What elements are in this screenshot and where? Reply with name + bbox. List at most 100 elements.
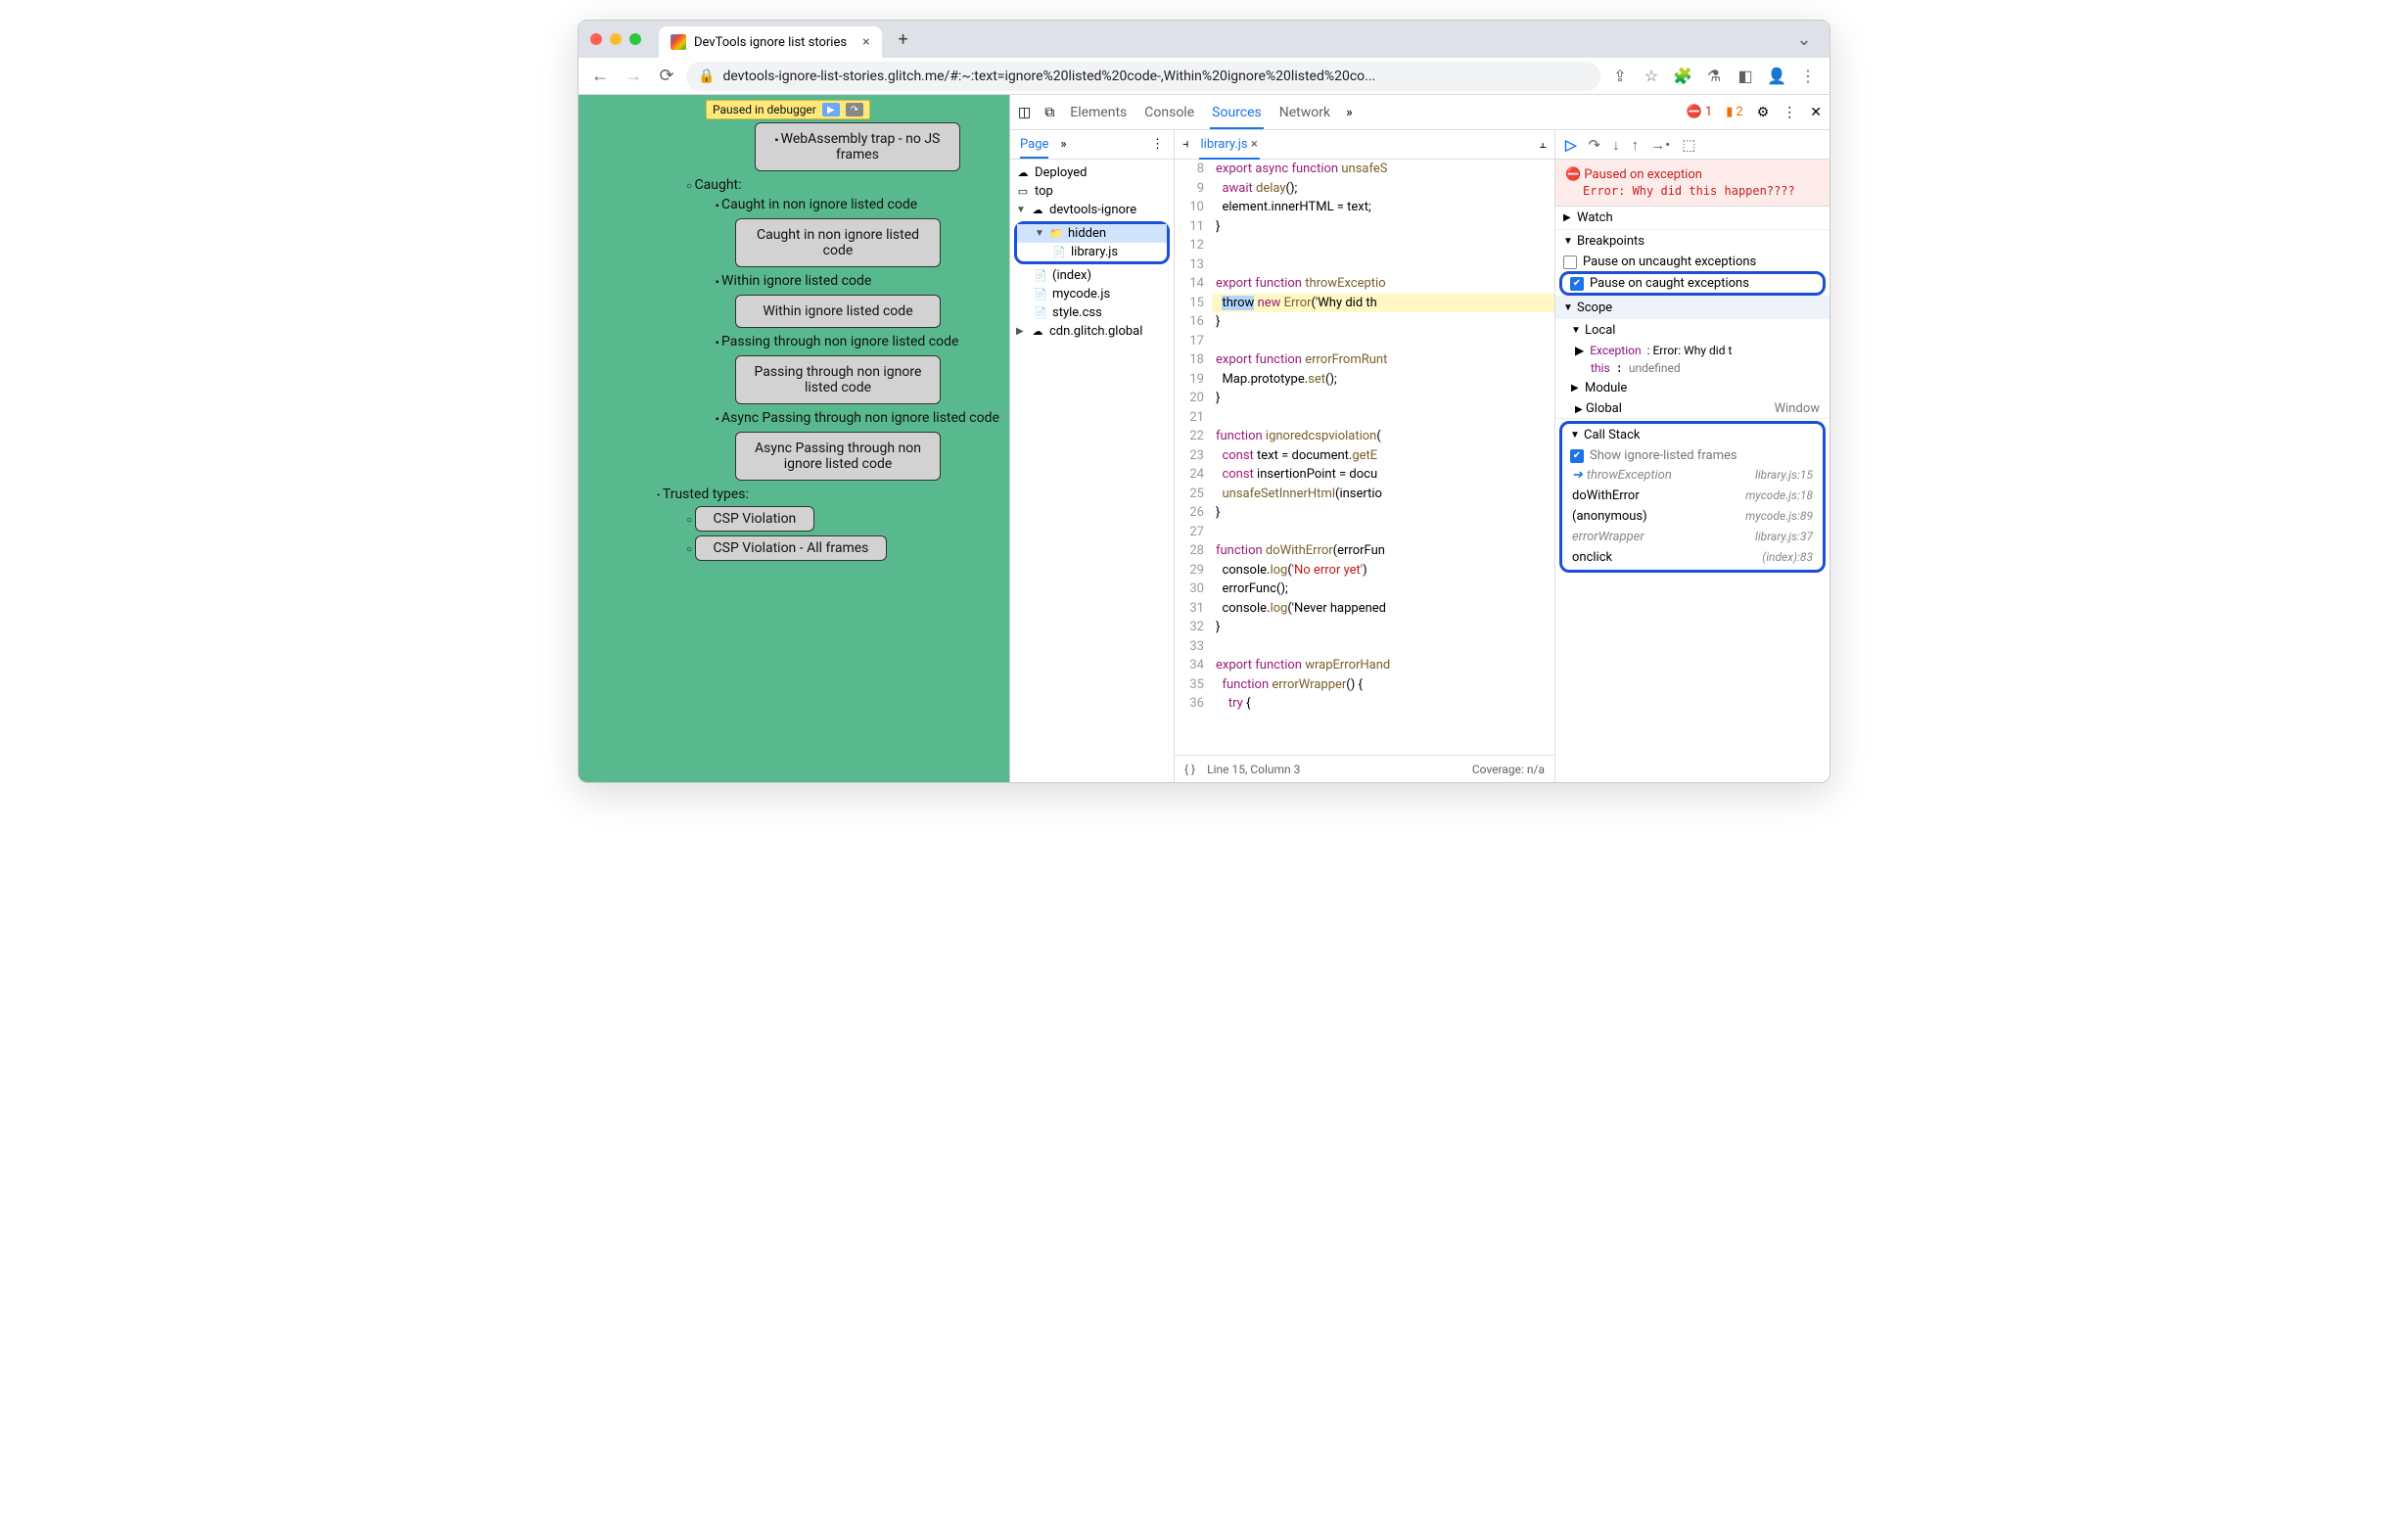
editor-status: { } Line 15, Column 3 Coverage: n/a [1175,755,1554,782]
coverage-label: Coverage: n/a [1472,763,1545,776]
nav-toggle-icon[interactable]: ⫞ [1182,137,1189,152]
scope-module[interactable]: ▶Module [1555,377,1829,399]
url-field[interactable]: 🔒 devtools-ignore-list-stories.glitch.me… [686,62,1600,91]
star-icon[interactable]: ☆ [1638,63,1665,90]
panel-icon[interactable]: ◧ [1732,63,1759,90]
deactivate-bp-button[interactable]: ⬚ [1682,136,1695,154]
editor-panel: ⫞ library.js × ⫠ 8export async function … [1175,130,1555,782]
tree-cdn[interactable]: ▶☁cdn.glitch.global [1010,322,1174,341]
minimize-dot[interactable] [610,33,622,45]
exception-title: Paused on exception [1584,167,1702,182]
section-callstack[interactable]: ▼Call Stack [1562,424,1823,446]
subtab-more-icon[interactable]: » [1060,137,1066,152]
labs-icon[interactable]: ⚗ [1700,63,1728,90]
subtab-page[interactable]: Page [1020,137,1048,159]
within-button[interactable]: Within ignore listed code [735,295,941,328]
inspect-icon[interactable]: ◫ [1018,105,1031,120]
new-tab-button[interactable]: + [890,25,917,53]
traffic-lights [590,33,641,45]
titlebar: DevTools ignore list stories × + ⌄ [579,21,1829,58]
navigator-panel: Page » ⋮ ☁Deployed ▭top ▼☁devtools-ignor… [1010,130,1175,782]
kebab-icon[interactable]: ⋮ [1151,137,1164,152]
pause-uncaught-row[interactable]: Pause on uncaught exceptions [1555,253,1829,271]
async-text: Async Passing through non ignore listed … [716,410,1009,426]
scope-local[interactable]: ▼Local [1555,319,1829,342]
caught-button[interactable]: Caught in non ignore listed code [735,218,941,267]
page-content: Paused in debugger ▶ ↷ WebAssembly trap … [579,95,1009,782]
extensions-icon[interactable]: 🧩 [1669,63,1696,90]
step-icon[interactable]: ↷ [846,103,863,116]
callstack-frame[interactable]: (anonymous)mycode.js:89 [1562,506,1823,527]
csp2-button[interactable]: CSP Violation - All frames [695,535,888,561]
close-tab-icon[interactable]: × [862,34,869,50]
tab-title: DevTools ignore list stories [694,35,847,50]
back-button[interactable]: ← [586,63,614,90]
tab-sources[interactable]: Sources [1210,105,1264,129]
menu-icon[interactable]: ⋮ [1794,63,1822,90]
tree-deployed[interactable]: ☁Deployed [1010,163,1174,182]
braces-icon[interactable]: { } [1184,763,1195,776]
step-over-button[interactable]: ↷ [1589,136,1601,154]
device-icon[interactable]: ⧉ [1044,105,1054,120]
browser-tab[interactable]: DevTools ignore list stories × [659,26,882,58]
paused-badge: Paused in debugger ▶ ↷ [706,100,870,119]
show-ignored-row[interactable]: ✔Show ignore-listed frames [1562,446,1823,465]
profile-icon[interactable]: 👤 [1763,63,1790,90]
passing-button[interactable]: Passing through non ignore listed code [735,355,941,404]
warning-badge[interactable]: ▮2 [1726,105,1742,119]
step-into-button[interactable]: ↓ [1612,136,1620,154]
scope-this: this: undefined [1555,359,1829,377]
url-text: devtools-ignore-list-stories.glitch.me/#… [722,69,1375,84]
passing-text: Passing through non ignore listed code [716,334,1009,349]
async-button[interactable]: Async Passing through non ignore listed … [735,432,941,481]
kebab-icon[interactable]: ⋮ [1783,105,1796,120]
maximize-dot[interactable] [629,33,641,45]
tab-elements[interactable]: Elements [1068,105,1129,120]
section-scope[interactable]: ▼Scope [1555,297,1829,319]
tree-top[interactable]: ▭top [1010,182,1174,201]
step-out-button[interactable]: ↑ [1632,136,1640,154]
tree-style[interactable]: 📄style.css [1010,303,1174,322]
section-watch[interactable]: ▶Watch [1555,207,1829,229]
tree-library[interactable]: 📄library.js [1017,243,1167,261]
favicon-icon [671,34,686,50]
trusted-heading: Trusted types: [657,487,1009,502]
section-breakpoints[interactable]: ▼Breakpoints [1555,230,1829,253]
wasm-button[interactable]: WebAssembly trap - no JS frames [755,122,960,171]
caught-heading: Caught: [686,177,1009,193]
browser-window: DevTools ignore list stories × + ⌄ ← → ⟳… [578,20,1830,783]
callstack-frame[interactable]: errorWrapperlibrary.js:37 [1562,527,1823,547]
scope-exception[interactable]: ▶Exception: Error: Why did t [1555,342,1829,359]
callstack-frame[interactable]: doWithErrormycode.js:18 [1562,486,1823,506]
close-devtools-icon[interactable]: ✕ [1810,105,1822,120]
callstack-frame[interactable]: onclick(index):83 [1562,547,1823,568]
pause-caught-row[interactable]: ✔Pause on caught exceptions [1559,271,1826,296]
tree-domain[interactable]: ▼☁devtools-ignore [1010,201,1174,219]
more-tabs-icon[interactable]: » [1346,105,1353,120]
tab-network[interactable]: Network [1277,105,1332,120]
resume-button[interactable]: ▷ [1565,136,1577,154]
scope-global[interactable]: ▶ GlobalWindow [1555,399,1829,418]
resume-icon[interactable]: ▶ [822,103,840,116]
reload-button[interactable]: ⟳ [653,63,680,90]
highlighted-folder: ▼📁hidden 📄library.js [1014,221,1170,264]
share-icon[interactable]: ⇪ [1606,63,1634,90]
devtools-toolbar: ◫ ⧉ Elements Console Sources Network » ⛔… [1010,95,1829,130]
debugger-toolbar: ▷ ↷ ↓ ↑ →• ⬚ [1555,130,1829,160]
step-button[interactable]: →• [1650,136,1670,154]
settings-icon[interactable]: ⚙ [1757,105,1770,120]
chevron-down-icon[interactable]: ⌄ [1790,25,1818,53]
panel-toggle-icon[interactable]: ⫠ [1539,137,1547,152]
error-badge[interactable]: ⛔1 [1687,105,1713,119]
tree-hidden[interactable]: ▼📁hidden [1017,224,1167,243]
csp1-button[interactable]: CSP Violation [695,506,815,532]
exception-message: Error: Why did this happen???? [1583,184,1820,198]
code-editor[interactable]: 8export async function unsafeS9 await de… [1175,160,1554,755]
tree-mycode[interactable]: 📄mycode.js [1010,285,1174,303]
callstack-frame[interactable]: ➔throwExceptionlibrary.js:15 [1562,465,1823,486]
tree-index[interactable]: 📄(index) [1010,266,1174,285]
close-dot[interactable] [590,33,602,45]
tab-console[interactable]: Console [1142,105,1196,120]
editor-tab[interactable]: library.js × [1199,137,1260,160]
debugger-panel: ▷ ↷ ↓ ↑ →• ⬚ ⛔ Paused on exception Error… [1555,130,1829,782]
